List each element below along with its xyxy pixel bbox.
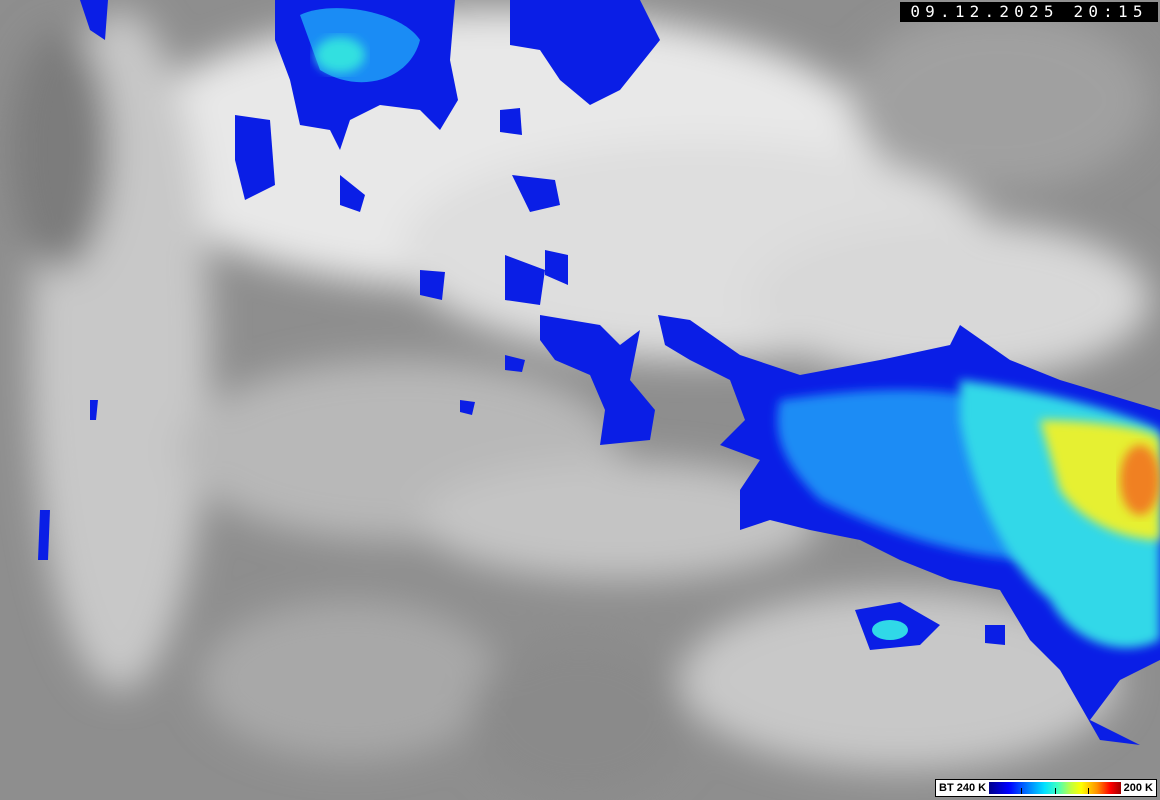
legend-max-label: 200 K (1123, 782, 1153, 794)
brightness-temperature-legend: BT 240 K 200 K (935, 779, 1157, 797)
legend-tick (1020, 788, 1022, 794)
legend-colorbar (989, 782, 1121, 794)
legend-tick (1054, 788, 1056, 794)
timestamp-label: 09.12.2025 20:15 (900, 2, 1158, 22)
cold-cloud-tops (38, 0, 1160, 745)
legend-tick (1087, 788, 1089, 794)
legend-min-label: BT 240 K (939, 782, 987, 794)
